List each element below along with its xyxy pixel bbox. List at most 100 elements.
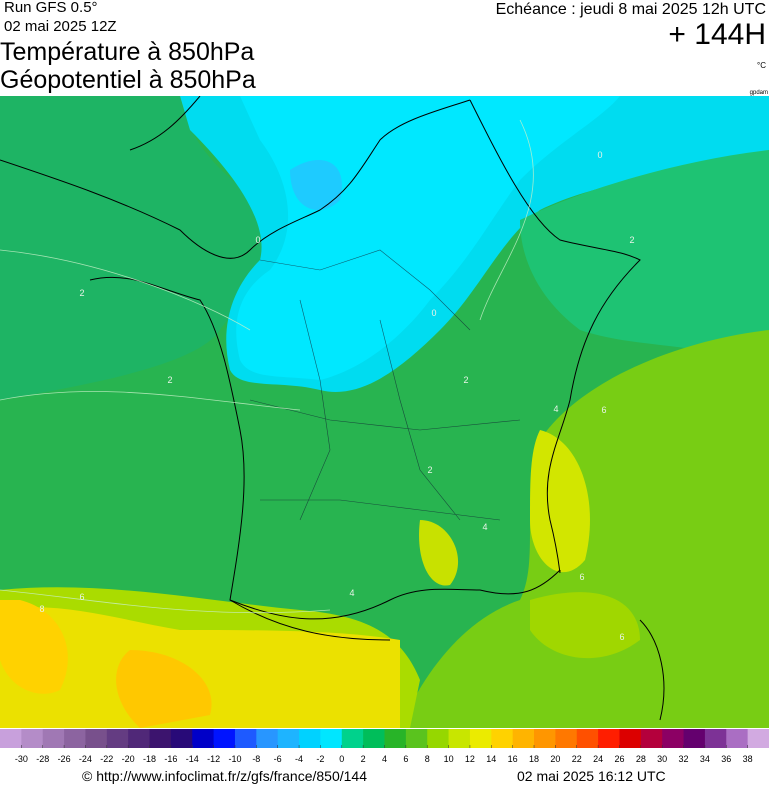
colorbar-label: 16 (508, 754, 518, 764)
colorbar-swatch (64, 729, 86, 748)
colorbar-label: -4 (295, 754, 303, 764)
colorbar-label: 10 (444, 754, 454, 764)
colorbar-swatch (256, 729, 279, 748)
colorbar-swatch (42, 729, 65, 748)
colorbar-label: 32 (679, 754, 689, 764)
colorbar-label: 38 (743, 754, 753, 764)
colorbar-swatch (598, 729, 620, 748)
contour-lines (0, 119, 534, 614)
colorbar-label: 26 (614, 754, 624, 764)
colorbar-swatch (512, 729, 535, 748)
contour-label: 2 (629, 235, 634, 245)
colorbar-swatch (726, 729, 749, 748)
contour-label: 6 (601, 405, 606, 415)
colorbar-swatch (234, 729, 257, 748)
colorbar-swatch (192, 729, 215, 748)
colorbar-label: -24 (79, 754, 92, 764)
contour-label: 6 (579, 572, 584, 582)
colorbar-swatch (662, 729, 685, 748)
map (0, 96, 769, 728)
field-hot-spot-2 (116, 650, 212, 728)
run-date: 02 mai 2025 12Z (4, 18, 117, 35)
colorbar-swatch (384, 729, 407, 748)
colorbar-label: 6 (403, 754, 408, 764)
contour-label: 8 (39, 604, 44, 614)
contour-label: 4 (349, 588, 354, 598)
border-lines (229, 99, 665, 721)
colorbar-swatch (170, 729, 193, 748)
colorbar-label: -18 (143, 754, 156, 764)
contour-label: 2 (79, 288, 84, 298)
colorbar-label: -30 (15, 754, 28, 764)
field-rhone-warm (419, 520, 459, 586)
contour-label: 0 (255, 235, 260, 245)
colorbar-swatch (149, 729, 172, 748)
colorbar-swatch (299, 729, 321, 748)
footer-source: © http://www.infoclimat.fr/z/gfs/france/… (82, 768, 367, 784)
colorbar-swatch (747, 729, 769, 748)
colorbar-swatch (469, 729, 492, 748)
field-green-west (0, 96, 279, 400)
colorbar-label: -20 (122, 754, 135, 764)
colorbar-label: -26 (58, 754, 71, 764)
colorbar-label: 18 (529, 754, 539, 764)
colorbar-swatch (85, 729, 108, 748)
field-alps-warm (530, 430, 590, 573)
colorbar-swatch (491, 729, 514, 748)
field-green-east (520, 150, 769, 370)
contour-label: 4 (553, 404, 558, 414)
colorbar-label: 4 (382, 754, 387, 764)
contour-label: 6 (619, 632, 624, 642)
unit: °C (757, 61, 766, 70)
colorbar-swatch (213, 729, 236, 748)
colorbar-label: -28 (36, 754, 49, 764)
colorbar-swatch (640, 729, 663, 748)
contour-label: 4 (482, 522, 487, 532)
colorbar-label: 8 (425, 754, 430, 764)
colorbar-label: 2 (361, 754, 366, 764)
colorbar: -30 -28 -26 -24 -22 -20 -18 -16 -14 -12 -10 -8 -6 -4-… (0, 729, 769, 764)
forecast-time: Echéance : jeudi 8 mai 2025 12h UTC (496, 1, 766, 18)
colorbar-label: 30 (657, 754, 667, 764)
colorbar-label: -22 (100, 754, 113, 764)
colorbar-swatch (320, 729, 343, 748)
field-cold-spot (290, 160, 342, 210)
contour-label: 2 (463, 375, 468, 385)
colorbar-swatch (405, 729, 428, 748)
contour-label: 6 (79, 592, 84, 602)
colorbar-swatch (363, 729, 385, 748)
contour-label: 0 (597, 150, 602, 160)
colorbar-label: -12 (207, 754, 220, 764)
colorbar-label: -14 (186, 754, 199, 764)
colorbar-swatch (534, 729, 556, 748)
colorbar-swatch (683, 729, 706, 748)
colorbar-label: 22 (572, 754, 582, 764)
colorbar-swatch (619, 729, 642, 748)
colorbar-label: -8 (252, 754, 260, 764)
geo-unit: gpdam (750, 90, 768, 96)
colorbar-label: 36 (721, 754, 731, 764)
colorbar-label: -2 (316, 754, 324, 764)
contour-label: 2 (167, 375, 172, 385)
run-label: Run GFS 0.5° (4, 0, 98, 16)
colorbar-swatch (341, 729, 364, 748)
colorbar-label: 28 (636, 754, 646, 764)
colorbar-label: 24 (593, 754, 603, 764)
title-temperature: Température à 850hPa (0, 38, 254, 66)
lead-time: + 144H (668, 18, 766, 51)
colorbar-label: 20 (550, 754, 560, 764)
colorbar-label: 34 (700, 754, 710, 764)
field-hot-sw (0, 607, 400, 728)
colorbar-label: -16 (164, 754, 177, 764)
contour-labels: 0 0 0 2 2 2 2 2 4 4 4 6 6 6 6 8 (39, 150, 634, 642)
colorbar-label: -10 (228, 754, 241, 764)
contour-label: 0 (431, 308, 436, 318)
colorbar-swatch (277, 729, 300, 748)
colorbar-label: 14 (486, 754, 496, 764)
coastline (0, 96, 561, 620)
colorbar-swatch (106, 729, 129, 748)
title-geopotential: Géopotentiel à 850hPa (0, 66, 256, 94)
colorbar-label: -6 (274, 754, 282, 764)
